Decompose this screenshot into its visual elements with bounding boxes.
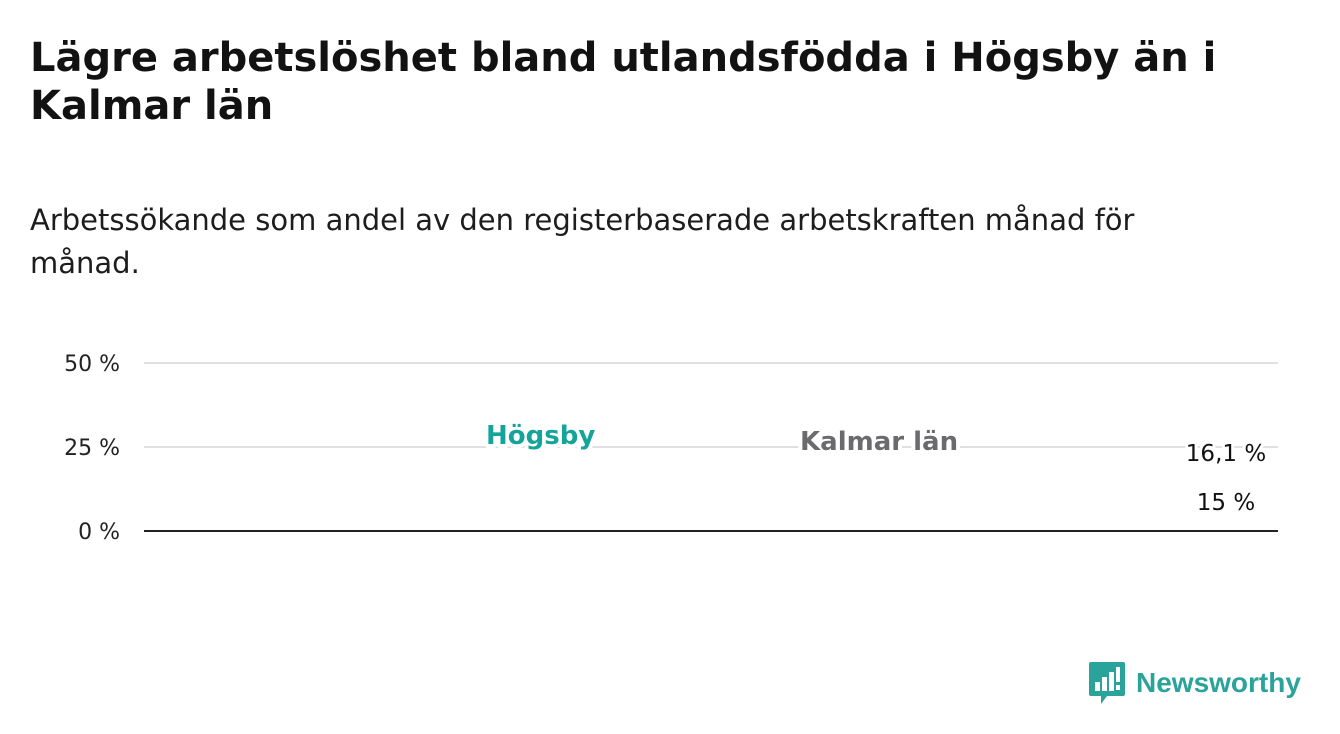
end-value-hogsby: 15 %: [1197, 490, 1255, 516]
chart-title: Lägre arbetslöshet bland utlandsfödda i …: [30, 35, 1217, 129]
chart-subtitle: Arbetssökande som andel av den registerb…: [30, 203, 1135, 280]
newsworthy-chart-icon: [1089, 662, 1125, 704]
series-labels: Högsby Kalmar län 16,1 % 15 %: [482, 417, 1269, 519]
y-tick-label: 0 %: [78, 520, 120, 545]
gridlines: [144, 362, 1278, 448]
y-tick-label: 50 %: [64, 352, 120, 377]
series-label-kalmar-lan: Kalmar län: [800, 427, 958, 457]
end-value-kalmar-lan: 16,1 %: [1186, 441, 1266, 467]
series-label-hogsby: Högsby: [486, 421, 595, 451]
brand-name: Newsworthy: [1136, 667, 1301, 698]
newsworthy-logo: Newsworthy: [1088, 660, 1301, 706]
axes: 0 %25 %50 %20082010201220142017201920212…: [64, 352, 1278, 545]
y-tick-label: 25 %: [64, 436, 120, 461]
